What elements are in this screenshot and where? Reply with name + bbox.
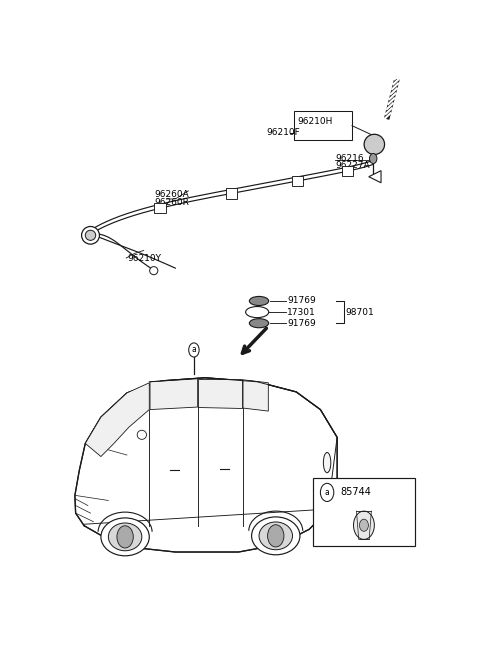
Polygon shape [85, 383, 149, 457]
Text: a: a [192, 346, 196, 354]
Ellipse shape [137, 430, 146, 440]
Polygon shape [150, 379, 198, 409]
Text: 96260R: 96260R [155, 198, 190, 207]
Ellipse shape [246, 306, 269, 318]
Circle shape [360, 519, 368, 531]
Text: 91769: 91769 [288, 297, 316, 306]
Ellipse shape [259, 522, 292, 550]
Ellipse shape [249, 297, 269, 306]
Text: 17301: 17301 [288, 308, 316, 317]
Circle shape [117, 525, 133, 548]
Bar [294, 111, 352, 140]
Ellipse shape [85, 230, 96, 240]
Text: 98701: 98701 [346, 308, 374, 317]
Circle shape [267, 525, 284, 547]
Polygon shape [369, 171, 381, 183]
Ellipse shape [150, 266, 158, 275]
Ellipse shape [108, 523, 142, 551]
Bar [155, 203, 166, 213]
Text: 96216: 96216 [335, 154, 364, 163]
Circle shape [189, 343, 199, 357]
Text: 96260A: 96260A [155, 190, 190, 199]
Ellipse shape [252, 517, 300, 555]
Text: 96210H: 96210H [297, 117, 332, 126]
Ellipse shape [324, 453, 331, 473]
Text: 85744: 85744 [341, 487, 372, 497]
Text: 91769: 91769 [288, 319, 316, 328]
Polygon shape [75, 378, 337, 552]
Circle shape [370, 154, 377, 163]
Circle shape [321, 483, 334, 501]
Text: 96227A: 96227A [335, 161, 370, 170]
Bar [292, 176, 303, 186]
Polygon shape [198, 379, 242, 408]
Ellipse shape [82, 226, 99, 244]
Polygon shape [243, 380, 268, 411]
Ellipse shape [249, 319, 269, 328]
Circle shape [353, 511, 374, 539]
Ellipse shape [364, 134, 384, 154]
Text: 96210Y: 96210Y [127, 253, 161, 262]
Bar [342, 166, 353, 176]
Bar [226, 188, 237, 199]
Ellipse shape [101, 518, 149, 556]
Text: 96210F: 96210F [266, 129, 300, 137]
Bar [313, 478, 415, 546]
Text: a: a [325, 488, 329, 497]
